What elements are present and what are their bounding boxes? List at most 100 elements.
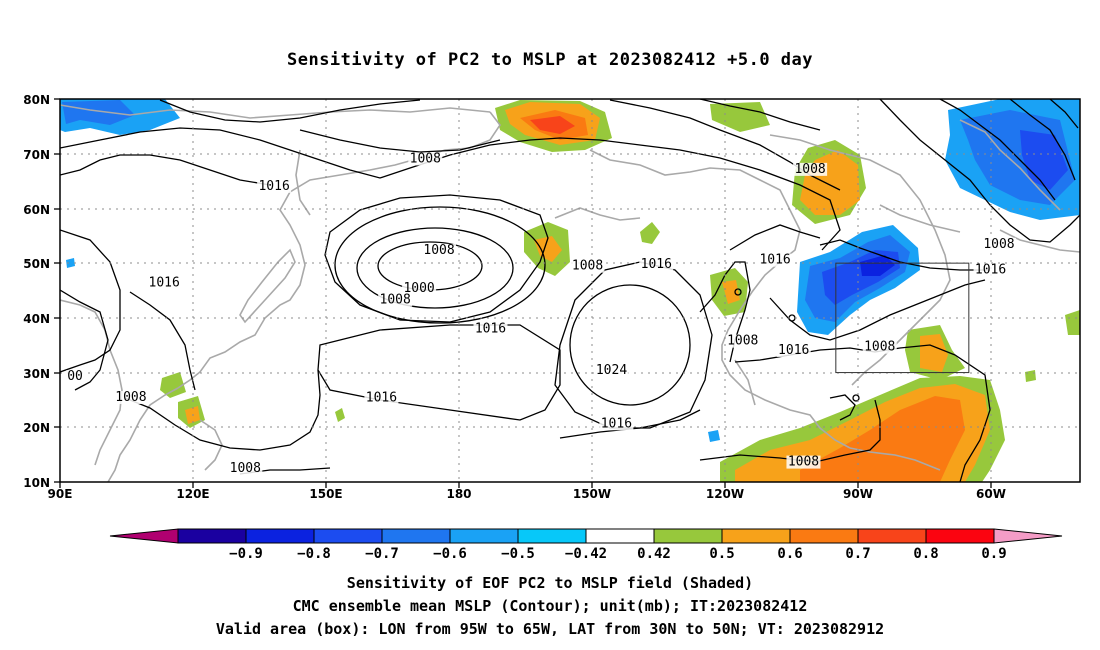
lon-label: 150E [309,487,342,501]
colorbar-bin [313,528,383,544]
mslp-contours [60,99,1080,482]
contour-label: 1008 [115,390,146,405]
lon-label: 60W [976,487,1006,501]
colorbar-label: −0.8 [297,546,331,562]
colorbar-low-extend [109,528,179,544]
colorbar-bin [517,528,587,544]
lat-label: 40N [23,312,50,326]
colorbar-high-extend [993,528,1063,544]
contour-label: 1008 [410,151,441,166]
caption-line-1: Sensitivity of EOF PC2 to MSLP field (Sh… [346,574,754,592]
contour-label: 1008 [380,293,411,308]
contour-label: 1008 [864,340,895,355]
contour-label: 1008 [794,162,825,177]
contour-label-bg [147,276,182,290]
lon-label: 150W [573,487,611,501]
contour-label-bg [408,152,443,166]
contour-label-bg [402,282,437,296]
lat-label: 80N [23,93,50,107]
colorbar-label: −0.9 [229,546,263,562]
colorbar-label: 0.8 [913,546,938,562]
colorbar-bin [449,528,519,544]
colorbar-label: 0.5 [709,546,734,562]
colorbar-bin [585,528,655,544]
contour-label: 1016 [975,263,1006,278]
contour-label: 1016 [258,179,289,194]
contour-label-bg [378,293,413,307]
contour-label: 1016 [641,257,672,272]
contour-label: 00 [67,369,83,384]
contour-label: 1008 [423,243,454,258]
colorbar-label: −0.5 [501,546,535,562]
colorbar-label: 0.42 [637,546,671,562]
contour-label-bg [422,243,457,257]
contour-label-bg [113,391,148,405]
contour-label-bg [594,364,629,378]
contour-label-bg [725,334,760,348]
colorbar-bin [721,528,791,544]
caption-line-3: Valid area (box): LON from 95W to 65W, L… [215,620,885,638]
contour-label-bg [776,343,811,357]
contour-label: 1000 [403,281,434,296]
contour-label-bg [758,253,793,267]
contour-label-bg [473,322,508,336]
colorbar-bin [925,528,995,544]
contour-label-bg [973,263,1008,277]
lon-label: 120E [176,487,209,501]
contour-label-bg [257,179,292,193]
colorbar-bin [653,528,723,544]
contour-label-bg [793,162,828,176]
contour-label: 1016 [475,322,506,337]
lat-label: 30N [23,367,50,381]
lat-label: 50N [23,257,50,271]
contour-label-bg [228,462,263,476]
colorbar-bin [857,528,927,544]
contour-label-bg [981,237,1016,251]
contour-label: 1008 [727,334,758,349]
colorbar-label: 0.7 [845,546,870,562]
lat-label: 70N [23,148,50,162]
map-frame [59,98,1081,483]
lon-label: 180 [446,487,471,501]
colorbar-label: 0.9 [981,546,1006,562]
colorbar-bin [177,528,247,544]
lat-label: 20N [23,421,50,435]
colorbar-label: −0.7 [365,546,399,562]
colorbar-label: −0.42 [565,546,607,562]
contour-label-bg [862,340,897,354]
axis-ticks [54,98,992,488]
colorbar-label: 0.6 [777,546,802,562]
valid-area-box [835,262,970,374]
lat-label: 10N [23,476,50,490]
contour-label-bg [66,370,85,384]
longitude-labels: 90E 120E 150E 180 150W 120W 90W 60W [48,487,1006,501]
contour-label-bg [599,417,634,431]
contour-label: 1016 [149,276,180,291]
lon-label: 90E [48,487,73,501]
contour-label-bg [639,258,674,272]
colorbar-bin [381,528,451,544]
contour-label: 1016 [601,416,632,431]
sensitivity-shading [60,99,1080,482]
grid-lines [60,99,1080,482]
contour-label: 1008 [788,455,819,470]
contour-label-bg [786,455,821,469]
caption-line-2: CMC ensemble mean MSLP (Contour); unit(m… [292,597,808,615]
contour-label: 1008 [572,259,603,274]
latitude-labels: 80N 70N 60N 50N 40N 30N 20N 10N [23,93,50,490]
contour-label-bg [364,391,399,405]
contour-label-bg [570,259,605,273]
contour-label: 1008 [230,461,261,476]
lon-label: 90W [843,487,873,501]
map-title: Sensitivity of PC2 to MSLP at 2023082412… [286,50,813,70]
contour-label: 1016 [366,391,397,406]
colorbar-bin [245,528,315,544]
lat-label: 60N [23,203,50,217]
contour-label: 1016 [759,253,790,268]
coastlines [60,104,1080,482]
colorbar: −0.9 −0.8 −0.7 −0.6 −0.5 −0.42 0.42 0.5 0.6 0.7 0.… [109,528,1063,562]
lon-label: 120W [706,487,744,501]
contour-label: 1024 [596,363,627,378]
